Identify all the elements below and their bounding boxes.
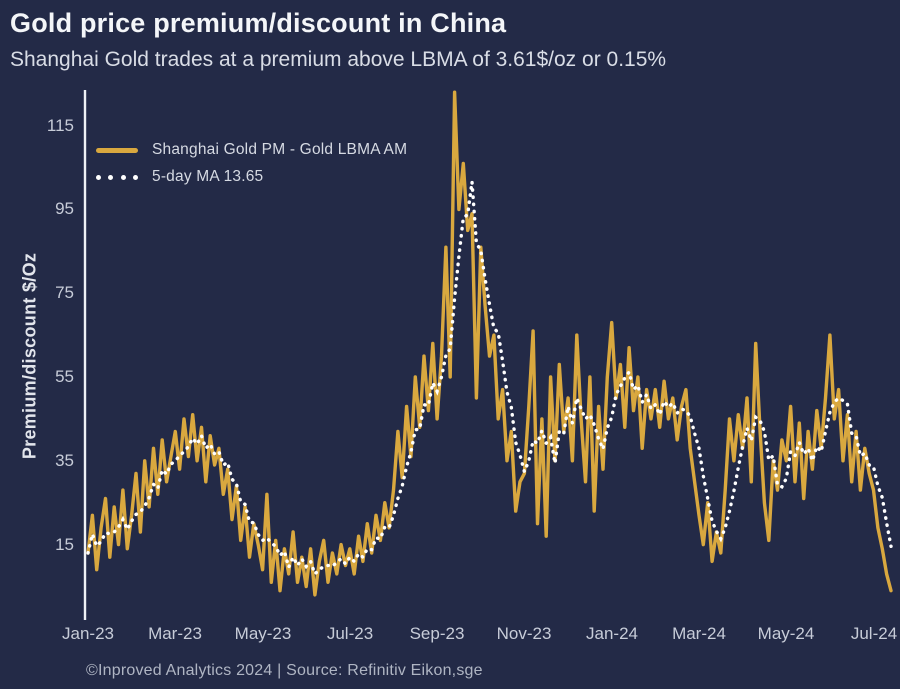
y-tick-label: 15	[55, 535, 74, 554]
moving-average-line	[86, 181, 893, 577]
y-tick-label: 75	[55, 283, 74, 302]
legend: Shanghai Gold PM - Gold LBMA AM 5-day MA…	[96, 141, 407, 186]
page-subtitle: Shanghai Gold trades at a premium above …	[10, 48, 667, 71]
x-tick-label: Jul-24	[850, 624, 898, 643]
legend-item-premium: Shanghai Gold PM - Gold LBMA AM	[96, 141, 407, 159]
y-tick-label: 95	[55, 199, 74, 218]
y-tick-label: 115	[46, 116, 74, 135]
legend-label-ma: 5-day MA 13.65	[152, 168, 264, 185]
dotted-line-swatch-icon	[96, 174, 138, 180]
x-tick-label: Mar-23	[148, 624, 202, 643]
legend-item-ma: 5-day MA 13.65	[96, 168, 407, 186]
chart-area	[83, 88, 896, 620]
legend-label-premium: Shanghai Gold PM - Gold LBMA AM	[152, 141, 408, 158]
x-tick-label: May-24	[757, 624, 815, 643]
premium-chart-svg	[83, 90, 893, 620]
x-tick-label: Mar-24	[672, 624, 726, 643]
gold-line-swatch-icon	[96, 147, 138, 153]
x-tick-label: Jan-24	[586, 624, 638, 643]
x-tick-label: Sep-23	[409, 624, 465, 643]
y-tick-label: 35	[55, 451, 74, 470]
x-tick-label: May-23	[234, 624, 292, 643]
x-tick-label: Nov-23	[496, 624, 552, 643]
premium-line	[86, 90, 893, 597]
page-title: Gold price premium/discount in China	[10, 8, 507, 38]
source-attribution: ©Inproved Analytics 2024 | Source: Refin…	[86, 662, 483, 679]
x-tick-label: Jul-23	[326, 624, 374, 643]
x-tick-label: Jan-23	[62, 624, 114, 643]
y-tick-label: 55	[55, 367, 74, 386]
